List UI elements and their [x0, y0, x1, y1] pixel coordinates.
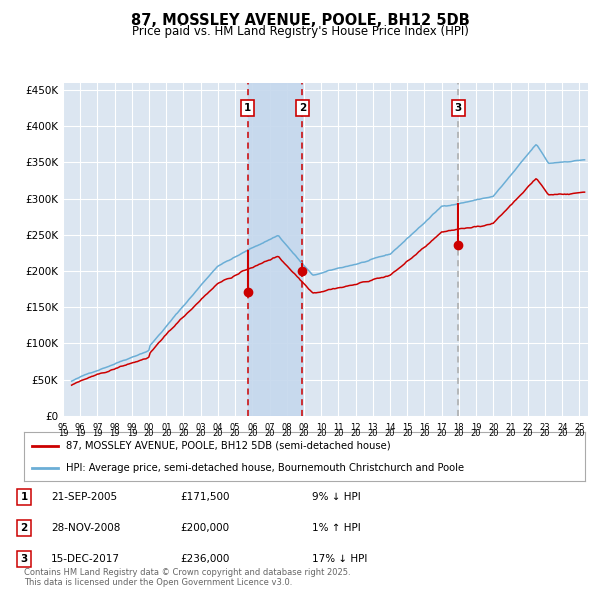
Text: 10: 10 — [316, 423, 326, 432]
Text: £200,000: £200,000 — [180, 523, 229, 533]
Text: 99: 99 — [127, 423, 137, 432]
Text: Contains HM Land Registry data © Crown copyright and database right 2025.
This d: Contains HM Land Registry data © Crown c… — [24, 568, 350, 587]
Text: 01: 01 — [161, 423, 172, 432]
Text: 20: 20 — [247, 429, 257, 438]
Text: 17% ↓ HPI: 17% ↓ HPI — [312, 555, 367, 564]
Text: 19: 19 — [127, 429, 137, 438]
Text: 20: 20 — [196, 429, 206, 438]
Text: 20: 20 — [265, 429, 275, 438]
Text: 2: 2 — [299, 103, 306, 113]
Text: 20: 20 — [488, 423, 499, 432]
Text: 20: 20 — [505, 429, 516, 438]
Text: 24: 24 — [557, 423, 568, 432]
Text: 07: 07 — [264, 423, 275, 432]
Text: 02: 02 — [178, 423, 189, 432]
Text: 20: 20 — [471, 429, 481, 438]
Text: 20: 20 — [350, 429, 361, 438]
Text: 06: 06 — [247, 423, 257, 432]
Text: 20: 20 — [523, 429, 533, 438]
Text: 00: 00 — [144, 423, 154, 432]
Text: Price paid vs. HM Land Registry's House Price Index (HPI): Price paid vs. HM Land Registry's House … — [131, 25, 469, 38]
Text: 20: 20 — [557, 429, 568, 438]
Text: 1: 1 — [244, 103, 251, 113]
Text: 19: 19 — [109, 429, 120, 438]
Text: 20: 20 — [454, 429, 464, 438]
Text: 2: 2 — [20, 523, 28, 533]
Text: 20: 20 — [419, 429, 430, 438]
Text: 20: 20 — [436, 429, 447, 438]
Text: 17: 17 — [436, 423, 447, 432]
Text: 21: 21 — [505, 423, 516, 432]
Text: 87, MOSSLEY AVENUE, POOLE, BH12 5DB (semi-detached house): 87, MOSSLEY AVENUE, POOLE, BH12 5DB (sem… — [66, 441, 391, 451]
Text: 19: 19 — [92, 429, 103, 438]
Text: 20: 20 — [574, 429, 584, 438]
Text: 13: 13 — [368, 423, 378, 432]
Text: 16: 16 — [419, 423, 430, 432]
Text: 03: 03 — [196, 423, 206, 432]
Text: 20: 20 — [281, 429, 292, 438]
Text: 19: 19 — [58, 429, 68, 438]
Text: 25: 25 — [574, 423, 584, 432]
Text: 3: 3 — [455, 103, 462, 113]
Text: 12: 12 — [350, 423, 361, 432]
Text: 19: 19 — [75, 429, 85, 438]
Text: 19: 19 — [471, 423, 481, 432]
Text: 20: 20 — [212, 429, 223, 438]
Text: 18: 18 — [454, 423, 464, 432]
Text: 15: 15 — [402, 423, 413, 432]
Text: 20: 20 — [230, 429, 241, 438]
Text: 3: 3 — [20, 555, 28, 564]
Text: HPI: Average price, semi-detached house, Bournemouth Christchurch and Poole: HPI: Average price, semi-detached house,… — [66, 463, 464, 473]
Text: 20: 20 — [385, 429, 395, 438]
Text: 21-SEP-2005: 21-SEP-2005 — [51, 492, 117, 502]
Text: 15-DEC-2017: 15-DEC-2017 — [51, 555, 120, 564]
Text: 20: 20 — [540, 429, 550, 438]
Text: 28-NOV-2008: 28-NOV-2008 — [51, 523, 121, 533]
Text: 95: 95 — [58, 423, 68, 432]
Text: 23: 23 — [539, 423, 550, 432]
Text: 1% ↑ HPI: 1% ↑ HPI — [312, 523, 361, 533]
Text: 22: 22 — [523, 423, 533, 432]
Bar — [248, 83, 302, 416]
Text: 05: 05 — [230, 423, 241, 432]
Text: 11: 11 — [333, 423, 344, 432]
Text: 20: 20 — [299, 429, 309, 438]
Text: 9% ↓ HPI: 9% ↓ HPI — [312, 492, 361, 502]
Text: 98: 98 — [109, 423, 120, 432]
Text: 1: 1 — [20, 492, 28, 502]
Text: 87, MOSSLEY AVENUE, POOLE, BH12 5DB: 87, MOSSLEY AVENUE, POOLE, BH12 5DB — [131, 13, 469, 28]
Text: 96: 96 — [75, 423, 86, 432]
Text: 20: 20 — [144, 429, 154, 438]
Text: 20: 20 — [488, 429, 499, 438]
Text: 20: 20 — [178, 429, 189, 438]
Text: 20: 20 — [161, 429, 172, 438]
Text: 20: 20 — [368, 429, 378, 438]
Text: 97: 97 — [92, 423, 103, 432]
Text: 09: 09 — [299, 423, 309, 432]
Text: 08: 08 — [281, 423, 292, 432]
Text: £236,000: £236,000 — [180, 555, 229, 564]
Text: 20: 20 — [316, 429, 326, 438]
Text: £171,500: £171,500 — [180, 492, 229, 502]
Text: 20: 20 — [402, 429, 413, 438]
Text: 20: 20 — [333, 429, 344, 438]
Text: 04: 04 — [212, 423, 223, 432]
Text: 14: 14 — [385, 423, 395, 432]
